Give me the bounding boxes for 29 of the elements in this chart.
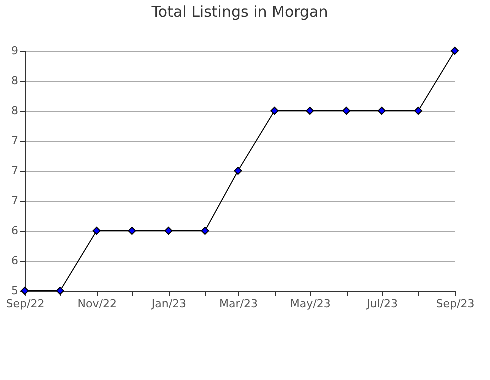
y-tick-label: 8 xyxy=(12,104,18,118)
y-tick-label: 8 xyxy=(12,74,18,88)
y-tick-label: 7 xyxy=(12,194,18,208)
y-tick-label: 6 xyxy=(12,224,18,238)
x-tick-label: Jul/23 xyxy=(366,298,398,310)
x-tick-label: Jan/23 xyxy=(150,298,187,310)
point xyxy=(128,226,136,236)
y-tick-label: 9 xyxy=(12,44,18,58)
y-tick-label: 6 xyxy=(12,254,18,268)
y-tick-label: 5 xyxy=(12,284,18,298)
x-tick-label: Nov/22 xyxy=(78,298,117,310)
x-tick-label: May/23 xyxy=(290,298,331,310)
point xyxy=(92,226,101,236)
y-tick-label: 7 xyxy=(12,164,18,178)
point xyxy=(306,106,314,116)
point xyxy=(164,226,173,236)
y-tick-label: 7 xyxy=(12,134,18,148)
point xyxy=(201,226,210,236)
point xyxy=(234,166,242,176)
point xyxy=(342,106,351,116)
point xyxy=(414,106,423,116)
x-tick-label: Mar/23 xyxy=(220,298,258,310)
point xyxy=(56,286,64,296)
point xyxy=(270,106,279,116)
point xyxy=(450,46,460,56)
x-tick-label: Sep/22 xyxy=(6,298,45,310)
chart-title: Total Listings in Morgan xyxy=(150,3,328,21)
x-tick-label: Sep/23 xyxy=(436,298,475,310)
point xyxy=(378,106,386,116)
